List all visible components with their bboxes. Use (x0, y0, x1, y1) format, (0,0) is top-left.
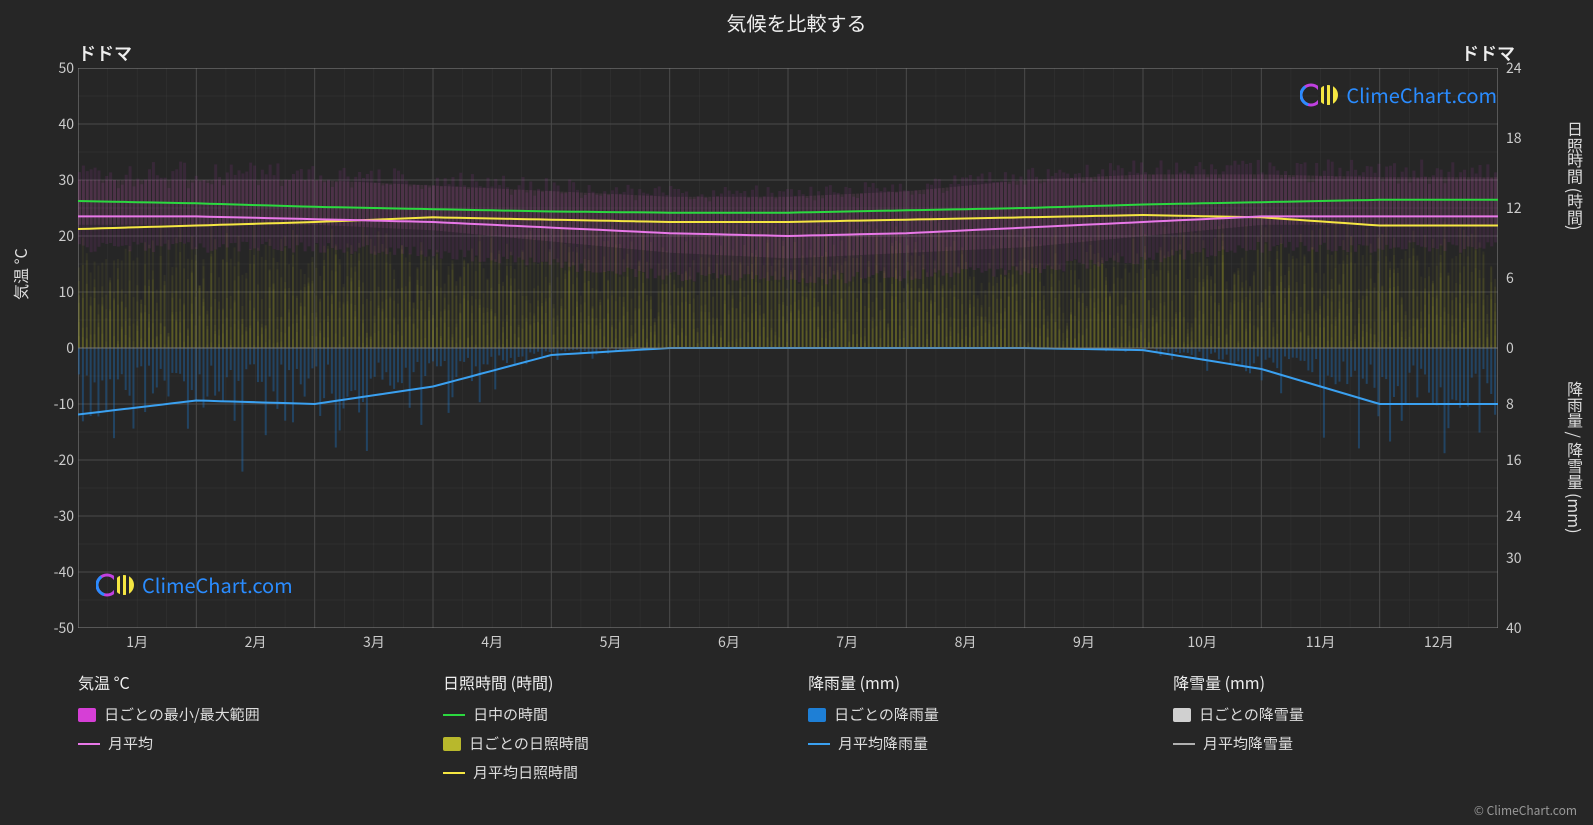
legend-group: 日照時間 (時間) 日中の時間日ごとの日照時間月平均日照時間 (443, 670, 768, 791)
legend-group-title: 日照時間 (時間) (443, 670, 768, 694)
y-axis-right-label-sun: 日照時間 (時間) (1563, 120, 1587, 230)
legend-item: 日中の時間 (443, 704, 768, 725)
legend-label: 日ごとの最小/最大範囲 (104, 704, 260, 725)
x-tick-month: 10月 (1187, 632, 1217, 652)
x-tick-month: 11月 (1306, 632, 1336, 652)
y-tick-right: 8 (1506, 394, 1540, 414)
legend-swatch (1173, 743, 1195, 745)
y-tick-left: 40 (40, 114, 74, 134)
legend-item: 日ごとの最小/最大範囲 (78, 704, 403, 725)
y-tick-right: 30 (1506, 548, 1540, 568)
y-tick-right: 16 (1506, 450, 1540, 470)
x-tick-month: 9月 (1073, 632, 1095, 652)
legend-label: 日ごとの降雪量 (1199, 704, 1304, 725)
legend-label: 日ごとの降雨量 (834, 704, 939, 725)
chart-title: 気候を比較する (0, 8, 1593, 37)
watermark-bottom: ClimeChart.com (96, 570, 293, 599)
y-tick-right: 0 (1506, 338, 1540, 358)
x-tick-month: 6月 (718, 632, 740, 652)
legend-swatch (443, 772, 465, 774)
x-tick-month: 12月 (1424, 632, 1454, 652)
legend: 気温 °C 日ごとの最小/最大範囲月平均 日照時間 (時間) 日中の時間日ごとの日照時… (78, 670, 1498, 791)
legend-item: 月平均降雨量 (808, 733, 1133, 754)
x-tick-month: 7月 (836, 632, 858, 652)
legend-group: 降雨量 (mm) 日ごとの降雨量月平均降雨量 (808, 670, 1133, 791)
legend-label: 日ごとの日照時間 (469, 733, 589, 754)
y-axis-left-label: 気温 °C (8, 248, 32, 300)
y-tick-left: 10 (40, 282, 74, 302)
y-tick-left: -10 (40, 394, 74, 414)
legend-label: 日中の時間 (473, 704, 548, 725)
x-tick-month: 4月 (481, 632, 503, 652)
legend-group-title: 気温 °C (78, 670, 403, 694)
y-tick-right: 24 (1506, 506, 1540, 526)
y-tick-left: 0 (40, 338, 74, 358)
legend-label: 月平均降雨量 (838, 733, 928, 754)
x-tick-month: 2月 (245, 632, 267, 652)
y-tick-left: -50 (40, 618, 74, 638)
x-tick-month: 3月 (363, 632, 385, 652)
y-tick-right: 6 (1506, 268, 1540, 288)
x-ticks: 1月 2月 3月 4月 5月 6月 7月 8月 9月 10月 11月 12月 (78, 632, 1498, 656)
climate-chart: 気候を比較する ドドマ ドドマ 気温 °C 日照時間 (時間) 降雨量 / 降雪… (0, 0, 1593, 825)
legend-item: 月平均降雪量 (1173, 733, 1498, 754)
legend-item: 月平均 (78, 733, 403, 754)
legend-group: 降雪量 (mm) 日ごとの降雪量月平均降雪量 (1173, 670, 1498, 791)
x-tick-month: 1月 (126, 632, 148, 652)
plot-area (78, 68, 1498, 628)
legend-item: 日ごとの降雨量 (808, 704, 1133, 725)
y-ticks-left: -50-40-30-20-1001020304050 (40, 68, 74, 628)
legend-label: 月平均 (108, 733, 153, 754)
legend-item: 日ごとの降雪量 (1173, 704, 1498, 725)
y-tick-left: -40 (40, 562, 74, 582)
x-tick-month: 5月 (600, 632, 622, 652)
watermark-text: ClimeChart.com (1346, 80, 1497, 109)
y-tick-right: 40 (1506, 618, 1540, 638)
legend-item: 月平均日照時間 (443, 762, 768, 783)
legend-swatch (443, 737, 461, 751)
city-label-left: ドドマ (78, 40, 132, 66)
y-tick-left: 30 (40, 170, 74, 190)
copyright: © ClimeChart.com (1474, 802, 1577, 819)
y-tick-right: 24 (1506, 58, 1540, 78)
y-tick-left: 20 (40, 226, 74, 246)
watermark-top: ClimeChart.com (1300, 80, 1497, 109)
y-tick-right: 12 (1506, 198, 1540, 218)
legend-swatch (443, 714, 465, 716)
watermark-text: ClimeChart.com (142, 570, 293, 599)
legend-swatch (808, 708, 826, 722)
y-tick-left: -30 (40, 506, 74, 526)
legend-swatch (1173, 708, 1191, 722)
legend-swatch (78, 708, 96, 722)
legend-label: 月平均日照時間 (473, 762, 578, 783)
legend-group-title: 降雨量 (mm) (808, 670, 1133, 694)
legend-swatch (78, 743, 100, 745)
legend-swatch (808, 743, 830, 745)
x-tick-month: 8月 (955, 632, 977, 652)
climechart-logo-icon (1300, 81, 1340, 109)
legend-group: 気温 °C 日ごとの最小/最大範囲月平均 (78, 670, 403, 791)
y-axis-right-label-precip: 降雨量 / 降雪量 (mm) (1563, 380, 1587, 533)
y-ticks-right: 24181260816243040 (1506, 68, 1540, 628)
y-tick-left: 50 (40, 58, 74, 78)
legend-label: 月平均降雪量 (1203, 733, 1293, 754)
legend-group-title: 降雪量 (mm) (1173, 670, 1498, 694)
legend-item: 日ごとの日照時間 (443, 733, 768, 754)
y-tick-left: -20 (40, 450, 74, 470)
climechart-logo-icon (96, 571, 136, 599)
y-tick-right: 18 (1506, 128, 1540, 148)
